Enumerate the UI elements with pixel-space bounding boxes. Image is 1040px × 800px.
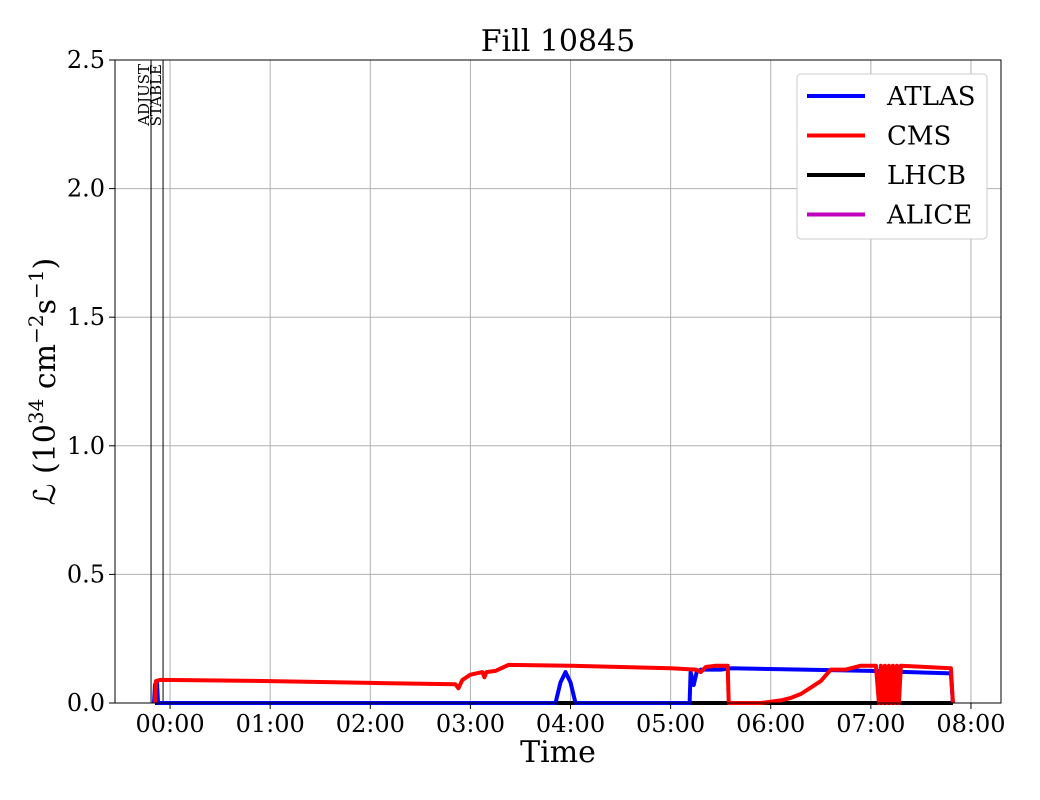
legend-label-atlas: ATLAS — [886, 82, 976, 112]
legend-label-cms: CMS — [887, 122, 951, 152]
y-tick-label: 0.5 — [67, 560, 105, 588]
y-label-main: ℒ (10 — [28, 424, 63, 505]
legend-label-lhcb: LHCB — [887, 161, 966, 191]
x-tick-label: 03:00 — [436, 710, 505, 738]
y-tick-label: 0.0 — [67, 689, 105, 717]
y-tick-label: 1.0 — [67, 432, 105, 460]
plot-frame — [114, 59, 1002, 704]
x-tick-label: 06:00 — [736, 710, 805, 738]
y-axis-label: ℒ (1034 cm−2s−1) — [24, 258, 63, 505]
y-label-sup3: −1 — [24, 270, 48, 299]
x-axis-label: Time — [520, 735, 596, 770]
x-tick-label: 08:00 — [936, 710, 1005, 738]
legend: ATLAS CMS LHCB ALICE — [796, 73, 988, 240]
x-tick-label: 02:00 — [336, 710, 405, 738]
x-tick-label: 05:00 — [636, 710, 705, 738]
x-tick-label: 00:00 — [135, 710, 204, 738]
series-line-atlas — [152, 666, 955, 705]
phase-marker-label: STABLE — [147, 64, 165, 126]
y-label-mid: cm — [28, 344, 63, 399]
chart-title: Fill 10845 — [481, 24, 636, 59]
x-tick-label: 01:00 — [236, 710, 305, 738]
x-tick-label: 04:00 — [536, 710, 605, 738]
phase-marker-label: ADJUST — [135, 64, 153, 127]
y-label-s: s — [28, 299, 63, 314]
y-label-sup2: −2 — [24, 314, 48, 343]
legend-box — [796, 73, 988, 240]
y-tick-label: 2.5 — [67, 46, 105, 74]
legend-label-alice: ALICE — [886, 201, 972, 231]
x-tick-label: 07:00 — [836, 710, 905, 738]
series-line-cms — [153, 662, 955, 705]
series-lines — [152, 662, 955, 705]
y-tick-label: 2.0 — [67, 175, 105, 203]
y-label-sup1: 34 — [24, 399, 48, 424]
y-tick-label: 1.5 — [67, 303, 105, 331]
x-axis-ticks: 00:00 01:00 02:00 03:00 04:00 05:00 06:00 07:00… — [135, 703, 1006, 738]
y-label-end: ) — [28, 258, 63, 270]
y-axis-ticks: 0.0 0.5 1.0 1.5 2.0 2.5 — [67, 46, 115, 717]
